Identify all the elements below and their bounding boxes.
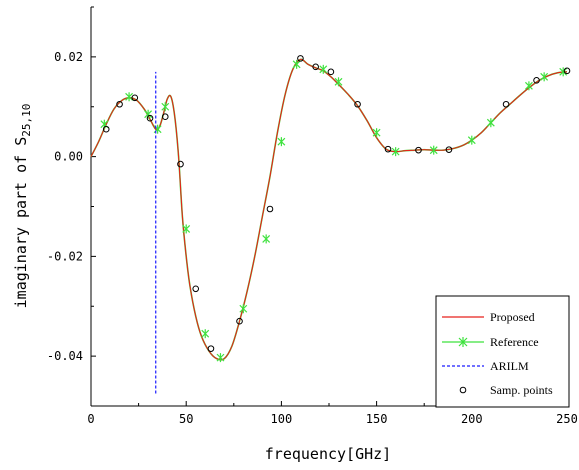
sample-point xyxy=(502,100,510,108)
x-tick-label-2: 100 xyxy=(271,412,293,426)
sample-point xyxy=(445,146,453,153)
legend-reference-label: Reference xyxy=(490,335,539,349)
sample-point xyxy=(236,317,243,325)
sample-point xyxy=(354,100,361,108)
sample-point xyxy=(207,345,215,352)
x-tick-label-4: 200 xyxy=(461,412,483,426)
sample-point xyxy=(266,205,274,213)
reference-marker xyxy=(239,304,248,314)
legend-box xyxy=(435,295,570,408)
reference-marker xyxy=(182,224,191,234)
legend: Proposed Reference ARILM Samp. points xyxy=(435,295,570,408)
sample-point xyxy=(563,67,571,75)
reference-marker xyxy=(559,67,568,77)
sample-point xyxy=(161,113,169,121)
legend-samples-label: Samp. points xyxy=(490,383,553,397)
reference-marker xyxy=(429,145,438,155)
sample-point xyxy=(312,63,319,71)
sample-point xyxy=(116,100,123,108)
reference-marker xyxy=(201,329,210,339)
reference-marker xyxy=(125,92,134,102)
y-axis-title: imaginary part of S25,10 xyxy=(12,104,33,309)
sample-point xyxy=(177,160,184,168)
sample-point xyxy=(415,146,422,154)
y-tick-label-1: -0.02 xyxy=(47,249,83,263)
sample-point xyxy=(533,77,540,84)
x-tick-label-5: 250 xyxy=(556,412,578,426)
sample-point xyxy=(327,68,335,76)
reference-marker xyxy=(540,72,549,82)
sample-point xyxy=(192,285,200,293)
reference-marker xyxy=(524,81,533,91)
reference-marker xyxy=(292,59,301,69)
y-tick-label-2: 0.00 xyxy=(54,150,83,164)
reference-marker xyxy=(319,64,328,74)
sample-point xyxy=(102,125,110,133)
y-tick-label-0: -0.04 xyxy=(47,349,83,363)
sample-point xyxy=(297,55,304,62)
y-axis-title-subscript: 25,10 xyxy=(20,104,33,137)
y-tick-label-3: 0.02 xyxy=(54,50,83,64)
reference-marker xyxy=(467,135,476,145)
sample-point xyxy=(131,94,139,102)
y-tick-labels: -0.04 -0.02 0.00 0.02 xyxy=(47,50,83,363)
reference-marker xyxy=(372,128,381,138)
reference-marker xyxy=(334,77,343,87)
y-axis-title-main: imaginary part of S xyxy=(12,137,30,309)
reference-marker xyxy=(161,102,170,112)
x-tick-label-3: 150 xyxy=(366,412,388,426)
x-axis-title: frequency[GHz] xyxy=(265,445,391,463)
legend-arilm-label: ARILM xyxy=(490,359,529,373)
reference-marker xyxy=(486,118,495,128)
reference-marker xyxy=(216,353,225,363)
reference-marker xyxy=(391,147,400,157)
x-tick-label-0: 0 xyxy=(87,412,94,426)
sample-point xyxy=(384,145,392,153)
series-layer xyxy=(90,55,571,394)
x-tick-labels: 0 50 100 150 200 250 xyxy=(87,412,577,426)
legend-samples-marker xyxy=(459,386,467,394)
sample-point xyxy=(146,114,154,122)
reference-marker xyxy=(262,234,271,244)
x-tick-label-1: 50 xyxy=(179,412,193,426)
legend-proposed-label: Proposed xyxy=(490,310,535,324)
legend-reference-marker xyxy=(458,337,468,347)
reference-marker xyxy=(277,137,286,147)
reference-marker xyxy=(144,109,153,119)
proposed-line xyxy=(90,58,568,361)
